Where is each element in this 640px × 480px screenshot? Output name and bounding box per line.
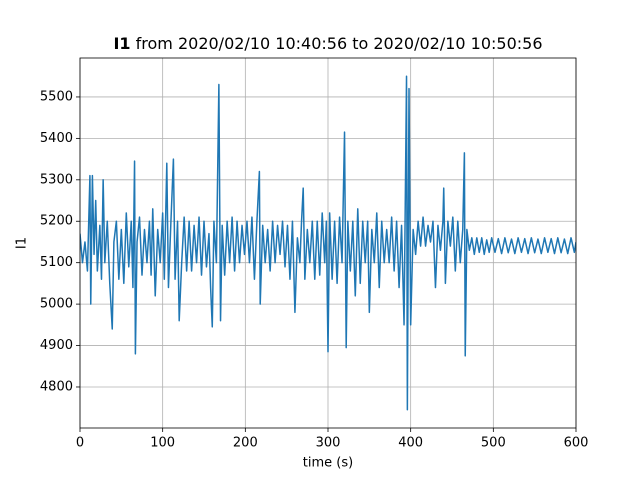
y-axis-label: I1 xyxy=(15,237,30,249)
y-tick-label: 5500 xyxy=(40,89,73,104)
x-tick-label: 500 xyxy=(481,436,506,451)
y-tick-label: 5400 xyxy=(40,131,73,146)
y-tick-label: 5200 xyxy=(40,214,73,229)
y-tick-label: 4900 xyxy=(40,338,73,353)
y-tick-label: 5300 xyxy=(40,172,73,187)
plot-frame xyxy=(79,57,577,429)
x-tick-label: 600 xyxy=(564,436,589,451)
y-tick-label: 5100 xyxy=(40,255,73,270)
chart-title: I1 from 2020/02/10 10:40:56 to 2020/02/1… xyxy=(113,34,542,53)
x-axis-label: time (s) xyxy=(303,456,353,471)
x-tick-label: 100 xyxy=(150,436,175,451)
y-tick-label: 4800 xyxy=(40,379,73,394)
x-tick-label: 300 xyxy=(316,436,341,451)
data-line xyxy=(80,75,576,411)
title-range: from 2020/02/10 10:40:56 to 2020/02/10 1… xyxy=(136,34,543,53)
x-tick-label: 200 xyxy=(233,436,258,451)
title-variable: I1 xyxy=(113,34,130,53)
y-tick-label: 5000 xyxy=(40,297,73,312)
x-tick-label: 400 xyxy=(398,436,423,451)
x-tick-label: 0 xyxy=(76,436,84,451)
